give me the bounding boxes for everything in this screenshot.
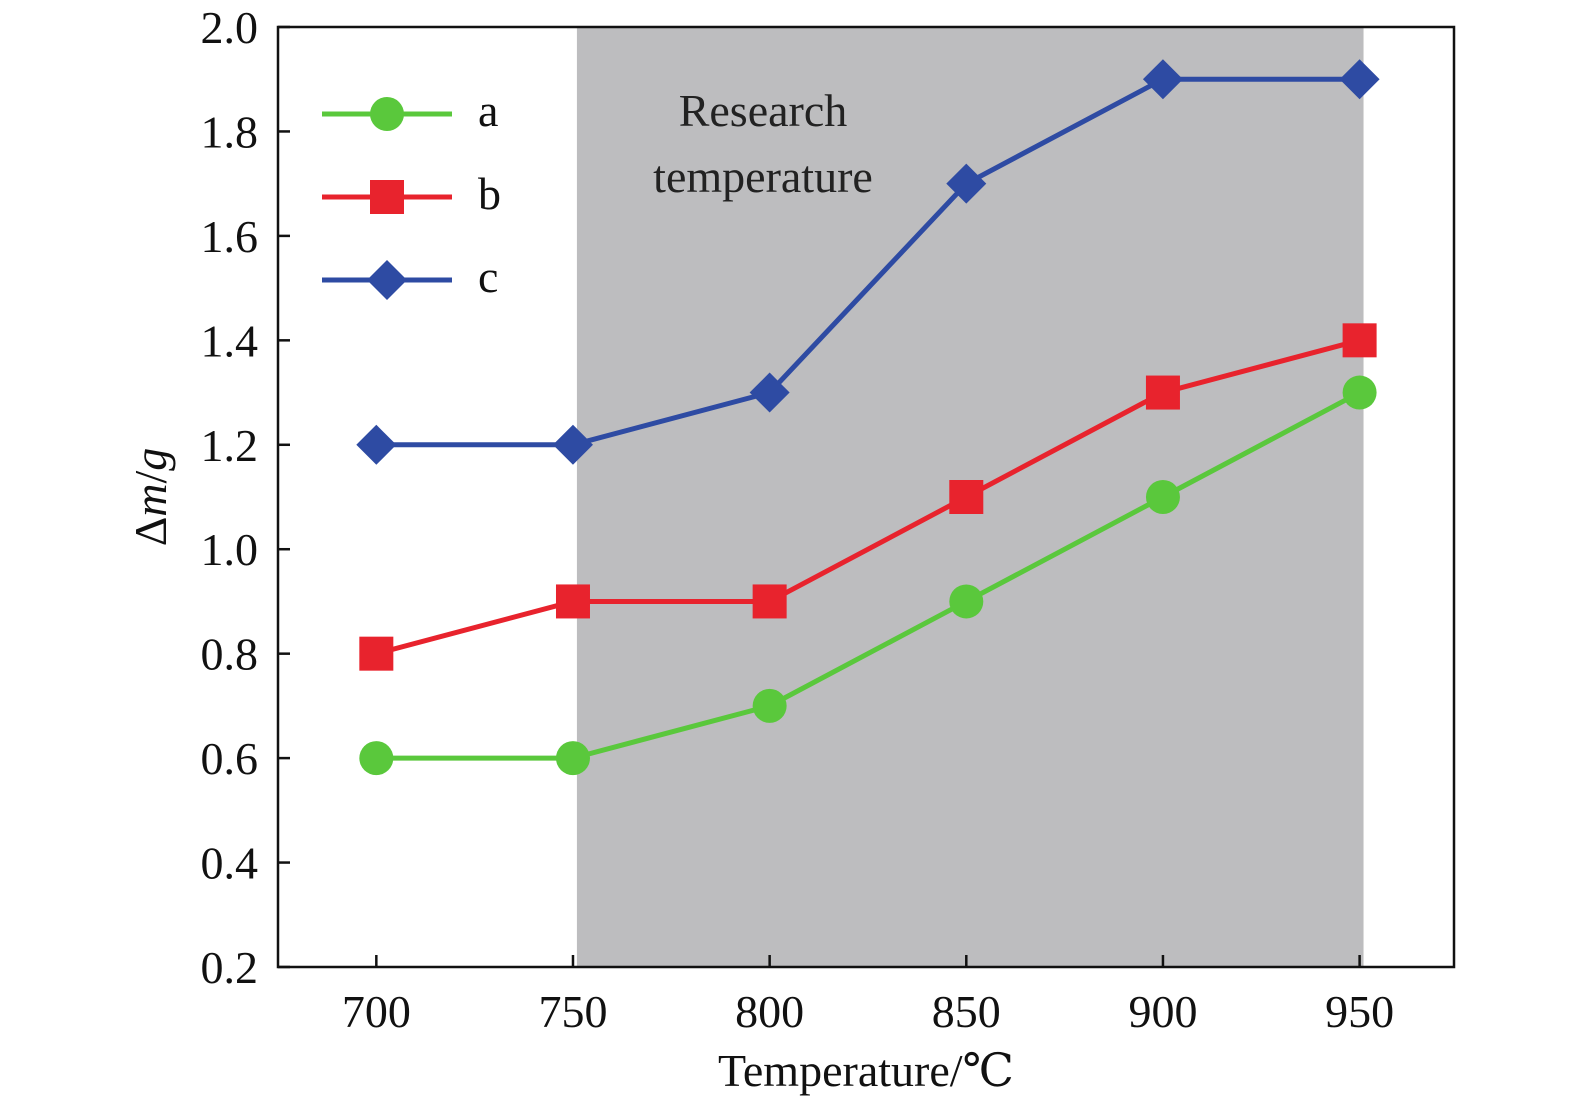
region-label-line1: Research bbox=[679, 85, 848, 136]
legend-label-b: b bbox=[478, 168, 501, 219]
y-tick-label-2: 0.6 bbox=[201, 733, 259, 784]
series-c-point-1 bbox=[552, 424, 593, 465]
y-tick-label-0: 0.2 bbox=[201, 942, 259, 993]
series-a-point-1 bbox=[555, 741, 590, 776]
legend-label-c: c bbox=[478, 251, 498, 302]
y-tick-label-7: 1.6 bbox=[201, 211, 259, 262]
legend-label-a: a bbox=[478, 85, 498, 136]
series-b-point-2 bbox=[752, 584, 787, 619]
y-tick-label-1: 0.4 bbox=[201, 838, 259, 889]
plot-frame bbox=[276, 25, 1456, 969]
series-layer bbox=[356, 59, 1380, 776]
y-axis-title-prefix: Δ bbox=[125, 517, 176, 547]
axes-layer: 700 750 800 850 900 950 0.2 0.4 0.6 0.8 1.0 1.2 1.4 1… bbox=[201, 2, 1395, 1037]
x-tick-label-1: 750 bbox=[538, 986, 607, 1037]
series-a-point-5 bbox=[1342, 375, 1377, 410]
x-tick-label-3: 850 bbox=[932, 986, 1001, 1037]
x-tick-label-0: 700 bbox=[342, 986, 411, 1037]
series-a-line bbox=[376, 390, 1361, 761]
x-tick-label-2: 800 bbox=[735, 986, 804, 1037]
y-tick-label-6: 1.4 bbox=[201, 315, 259, 366]
series-c-point-3 bbox=[946, 163, 987, 204]
x-axis-title: Temperature/℃ bbox=[718, 1045, 1014, 1096]
y-axis-title-sep: / bbox=[125, 470, 176, 483]
series-b-line bbox=[375, 337, 1361, 657]
x-tick-label-4: 900 bbox=[1128, 986, 1197, 1037]
series-c-point-0 bbox=[356, 424, 397, 465]
series-b-point-0 bbox=[359, 636, 394, 671]
series-c-point-4 bbox=[1142, 59, 1183, 100]
series-a-point-0 bbox=[359, 741, 394, 776]
series-a-point-4 bbox=[1145, 480, 1180, 514]
y-axis-title-var1: m bbox=[125, 483, 176, 516]
y-axis-title-var2: g bbox=[125, 448, 176, 471]
y-axis-title: Δm/g bbox=[125, 448, 176, 547]
legend-marker-a bbox=[370, 97, 404, 131]
series-a-point-3 bbox=[949, 584, 984, 619]
region-label-line2: temperature bbox=[653, 151, 873, 202]
x-tick-label-5: 950 bbox=[1325, 986, 1394, 1037]
y-tick-label-8: 1.8 bbox=[201, 106, 259, 157]
legend: abc bbox=[322, 85, 501, 302]
series-b-point-5 bbox=[1342, 323, 1377, 358]
legend-marker-c bbox=[367, 260, 407, 300]
series-c-point-2 bbox=[749, 372, 790, 413]
y-tick-label-9: 2.0 bbox=[201, 2, 259, 53]
series-b-point-4 bbox=[1145, 375, 1180, 410]
series-a-point-2 bbox=[752, 688, 787, 723]
series-b-point-1 bbox=[555, 584, 590, 619]
legend-marker-b bbox=[370, 180, 404, 214]
y-tick-label-5: 1.2 bbox=[201, 420, 259, 471]
series-c-line bbox=[376, 76, 1360, 448]
series-b-point-3 bbox=[949, 480, 984, 514]
series-c-point-5 bbox=[1339, 59, 1380, 100]
y-tick-label-3: 0.8 bbox=[201, 629, 259, 680]
y-tick-label-4: 1.0 bbox=[201, 524, 259, 575]
